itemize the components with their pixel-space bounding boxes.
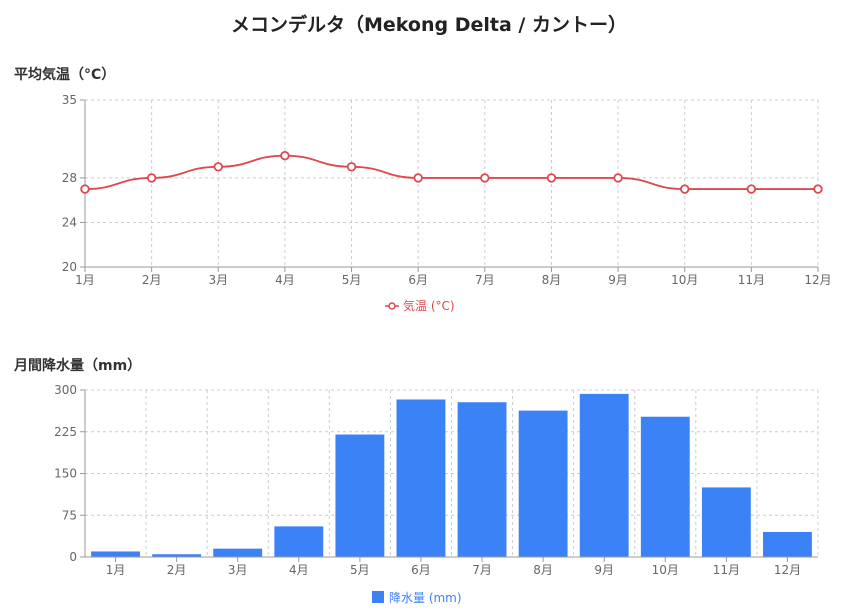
x-tick-label: 10月 [652, 563, 679, 577]
rainfall-bar [701, 487, 751, 557]
y-tick-label: 225 [54, 425, 77, 439]
x-tick-label: 6月 [408, 273, 428, 287]
y-tick-label: 150 [54, 467, 77, 481]
legend-square-icon [372, 591, 384, 603]
legend-label: 気温 (°C) [403, 298, 455, 313]
x-tick-label: 3月 [228, 563, 248, 577]
rainfall-bar [579, 393, 629, 557]
temperature-series-line [84, 154, 818, 190]
x-tick-label: 8月 [542, 273, 562, 287]
rainfall-bar [457, 402, 507, 557]
y-tick-label: 35 [62, 93, 77, 107]
y-tick-label: 300 [54, 383, 77, 397]
temperature-point [746, 184, 757, 194]
temperature-point [146, 173, 157, 183]
temperature-section-title: 平均気温（°C） [14, 67, 116, 83]
x-tick-label: 12月 [804, 273, 831, 287]
y-tick-label: 75 [62, 508, 77, 522]
y-tick-label: 20 [62, 260, 77, 274]
x-tick-label: 9月 [608, 273, 628, 287]
x-tick-label: 7月 [472, 563, 492, 577]
rainfall-section-title: 月間降水量（mm） [14, 358, 142, 374]
x-tick-label: 1月 [106, 563, 126, 577]
temperature-point [546, 173, 557, 183]
x-tick-label: 6月 [411, 563, 431, 577]
rainfall-bar [640, 416, 690, 557]
x-tick-label: 12月 [774, 563, 801, 577]
x-tick-label: 3月 [208, 273, 228, 287]
y-tick-label: 24 [62, 215, 77, 229]
x-tick-label: 4月 [275, 273, 295, 287]
x-tick-label: 2月 [167, 563, 187, 577]
rainfall-bar [335, 434, 385, 557]
legend-point-icon [388, 302, 396, 310]
chart-title: メコンデルタ（Mekong Delta / カントー） [231, 14, 627, 36]
temperature-point [413, 173, 423, 183]
temperature-point [480, 173, 490, 183]
x-tick-label: 11月 [738, 273, 765, 287]
rainfall-bar [518, 410, 568, 557]
rainfall-bar-chart: 0 75 150 225 300 1月 2月 3月 4月 5月 6月 7月 8月 9月 10月 11月 12月降… [54, 383, 819, 605]
temperature-point [213, 162, 223, 172]
temperature-point [813, 184, 823, 194]
temperature-point [280, 150, 290, 161]
temperature-point [680, 184, 690, 194]
y-tick-label: 28 [62, 171, 77, 185]
x-tick-label: 11月 [713, 563, 740, 577]
rainfall-bar [396, 399, 446, 557]
rainfall-bar [152, 554, 202, 557]
temperature-point [80, 184, 90, 194]
temperature-point [346, 162, 357, 172]
y-tick-label: 0 [69, 550, 77, 564]
x-tick-label: 5月 [350, 563, 370, 577]
x-tick-label: 2月 [142, 273, 162, 287]
legend-label: 降水量 (mm) [389, 591, 462, 605]
x-tick-label: 1月 [75, 273, 95, 287]
rainfall-bar [213, 548, 263, 557]
x-tick-label: 8月 [533, 563, 553, 577]
x-tick-label: 9月 [594, 563, 614, 577]
temperature-point [613, 173, 623, 183]
rainfall-bar [763, 531, 812, 557]
x-tick-label: 7月 [475, 273, 495, 287]
x-tick-label: 5月 [342, 273, 362, 287]
rainfall-bar [274, 526, 324, 557]
rainfall-bar [91, 551, 140, 557]
x-tick-label: 4月 [289, 563, 309, 577]
x-tick-label: 10月 [671, 273, 698, 287]
